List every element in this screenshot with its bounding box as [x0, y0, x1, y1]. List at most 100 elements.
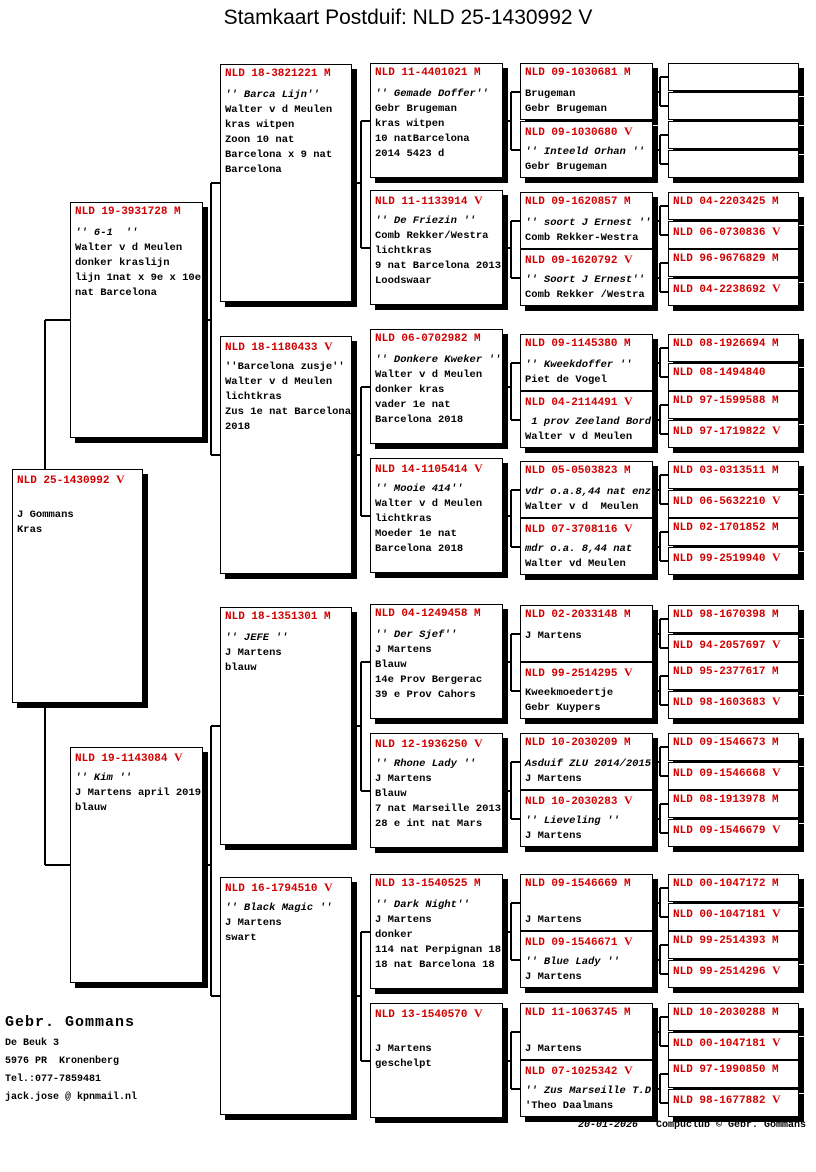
box-line: lichtkras [225, 391, 282, 403]
ring-number: NLD 12-1936250 V [371, 734, 502, 752]
pedigree-box-g5-9: NLD 08-1494840 [668, 363, 799, 391]
ring-text: NLD 25-1430992 [17, 475, 110, 487]
box-line [521, 898, 652, 913]
ring-number: NLD 98-1603683 V [669, 692, 798, 710]
pedigree-box-g3-2: NLD 06-0702982 M '' Donkere Kweker '' Walt… [370, 329, 503, 444]
connector-line [653, 149, 660, 151]
connector-line [660, 675, 668, 677]
box-line: 114 nat Perpignan 18 [375, 944, 502, 956]
ring-text: NLD 99-2514296 [673, 966, 766, 978]
box-line: '' Zus Marseille T.D [525, 1085, 652, 1097]
box-line: Walter vd Meulen [525, 558, 626, 570]
pedigree-box-g4-0: NLD 09-1030681 M Brugeman Gebr Brugeman [520, 63, 653, 120]
connector-line [653, 419, 660, 421]
pedigree-box-g5-10: NLD 97-1599588 M [668, 391, 799, 419]
ring-number: NLD 04-2238692 V [669, 279, 798, 297]
pedigree-box-g3-0: NLD 11-4401021 M '' Gemade Doffer'' Gebr B… [370, 63, 503, 178]
sex-indicator: M [324, 611, 331, 623]
box-line: kras witpen [225, 119, 295, 131]
connector-line [511, 362, 520, 364]
ring-number: NLD 97-1719822 V [669, 421, 798, 439]
spacer [638, 1120, 656, 1131]
box-line: 2014 5423 d [375, 148, 445, 160]
connector-line [660, 404, 668, 406]
pedigree-box-g4-4: NLD 09-1145380 M '' Kweekdoffer '' Piet de… [520, 334, 653, 391]
ring-number: NLD 03-0313511 M [669, 462, 798, 480]
box-line: J Martens [375, 1043, 432, 1055]
box-line [13, 493, 142, 508]
connector-line [659, 263, 661, 292]
ring-text: NLD 11-4401021 [375, 67, 468, 79]
ring-number: NLD 11-1063745 M [521, 1004, 652, 1022]
ring-text: NLD 05-0503823 [525, 465, 618, 477]
box-line: Zoon 10 nat [225, 134, 295, 146]
connector-line [660, 704, 668, 706]
print-info: 20-01-2026 Compuclub © Gebr. Gommans [578, 1120, 806, 1131]
sex-indicator: M [772, 666, 779, 678]
sex-indicator: M [624, 1007, 631, 1019]
box-line: donker kraslijn [75, 257, 170, 269]
ring-number: NLD 09-1546673 M [669, 734, 798, 752]
connector-line [511, 1088, 520, 1090]
ring-number: NLD 06-0730836 V [669, 222, 798, 240]
box-line: J Martens april 2019 [75, 787, 202, 799]
box-line: Kras [17, 524, 43, 536]
connector-line [203, 864, 211, 866]
ring-text: NLD 10-2030209 [525, 737, 618, 749]
box-line: Gebr Brugeman [375, 103, 457, 115]
ring-text: NLD 12-1936250 [375, 739, 468, 751]
box-line: '' Blue Lady '' [525, 956, 620, 968]
ring-text: NLD 11-1133914 [375, 196, 468, 208]
ring-text: NLD 04-2203425 [673, 196, 766, 208]
connector-line [210, 726, 212, 996]
connector-line [659, 804, 661, 833]
box-line: '' Donkere Kweker '' [375, 354, 502, 366]
ring-number: NLD 02-2033148 M [521, 606, 652, 624]
sex-indicator: M [174, 206, 181, 218]
print-date: 20-01-2026 [577, 1120, 638, 1131]
sex-indicator: M [474, 333, 481, 345]
connector-line [360, 387, 362, 516]
sex-indicator: M [772, 935, 779, 947]
ring-number: NLD 10-2030283 V [521, 791, 652, 809]
ring-number [669, 93, 798, 111]
ring-text: NLD 00-1047172 [673, 878, 766, 890]
connector-line [660, 433, 668, 435]
connector-line [510, 634, 512, 691]
connector-line [503, 790, 511, 792]
connector-line [660, 887, 668, 889]
box-line: '' JEFE '' [225, 632, 289, 644]
connector-line [503, 386, 511, 388]
sex-indicator: V [624, 394, 633, 408]
pedigree-box-g5-24: NLD 00-1047172 M [668, 874, 799, 902]
pedigree-box-g4-1: NLD 09-1030680 V '' Inteeld Orhan '' Gebr … [520, 121, 653, 178]
connector-line [511, 902, 520, 904]
connector-line [352, 995, 361, 997]
connector-line [510, 762, 512, 819]
ring-number: NLD 98-1670398 M [669, 606, 798, 624]
connector-line [660, 973, 668, 975]
box-line: kras witpen [375, 118, 445, 130]
ring-text: NLD 04-2238692 [673, 284, 766, 296]
ring-text: NLD 18-1180433 [225, 342, 318, 354]
box-line: 39 e Prov Cahors [375, 689, 476, 701]
connector-line [211, 725, 220, 727]
connector-line [503, 515, 511, 517]
connector-line [503, 120, 511, 122]
ring-text: NLD 97-1719822 [673, 426, 766, 438]
pedigree-box-g0-0: NLD 25-1430992 V J Gommans Kras [12, 469, 143, 703]
box-line: Barcelona 2018 [375, 414, 464, 426]
sex-indicator: V [772, 1035, 781, 1049]
ring-text: NLD 19-1143084 [75, 753, 168, 765]
connector-line [511, 91, 520, 93]
ring-text: NLD 09-1030680 [525, 127, 618, 139]
box-line: '' De Friezin '' [375, 215, 476, 227]
ring-text: NLD 09-1546679 [673, 825, 766, 837]
connector-line [511, 277, 520, 279]
sex-indicator: V [772, 550, 781, 564]
ring-text: NLD 08-1926694 [673, 338, 766, 350]
pedigree-box-g5-22: NLD 08-1913978 M [668, 790, 799, 818]
connector-line [653, 761, 660, 763]
box-line: Loodswaar [375, 275, 432, 287]
box-line: J Gommans [17, 509, 74, 521]
